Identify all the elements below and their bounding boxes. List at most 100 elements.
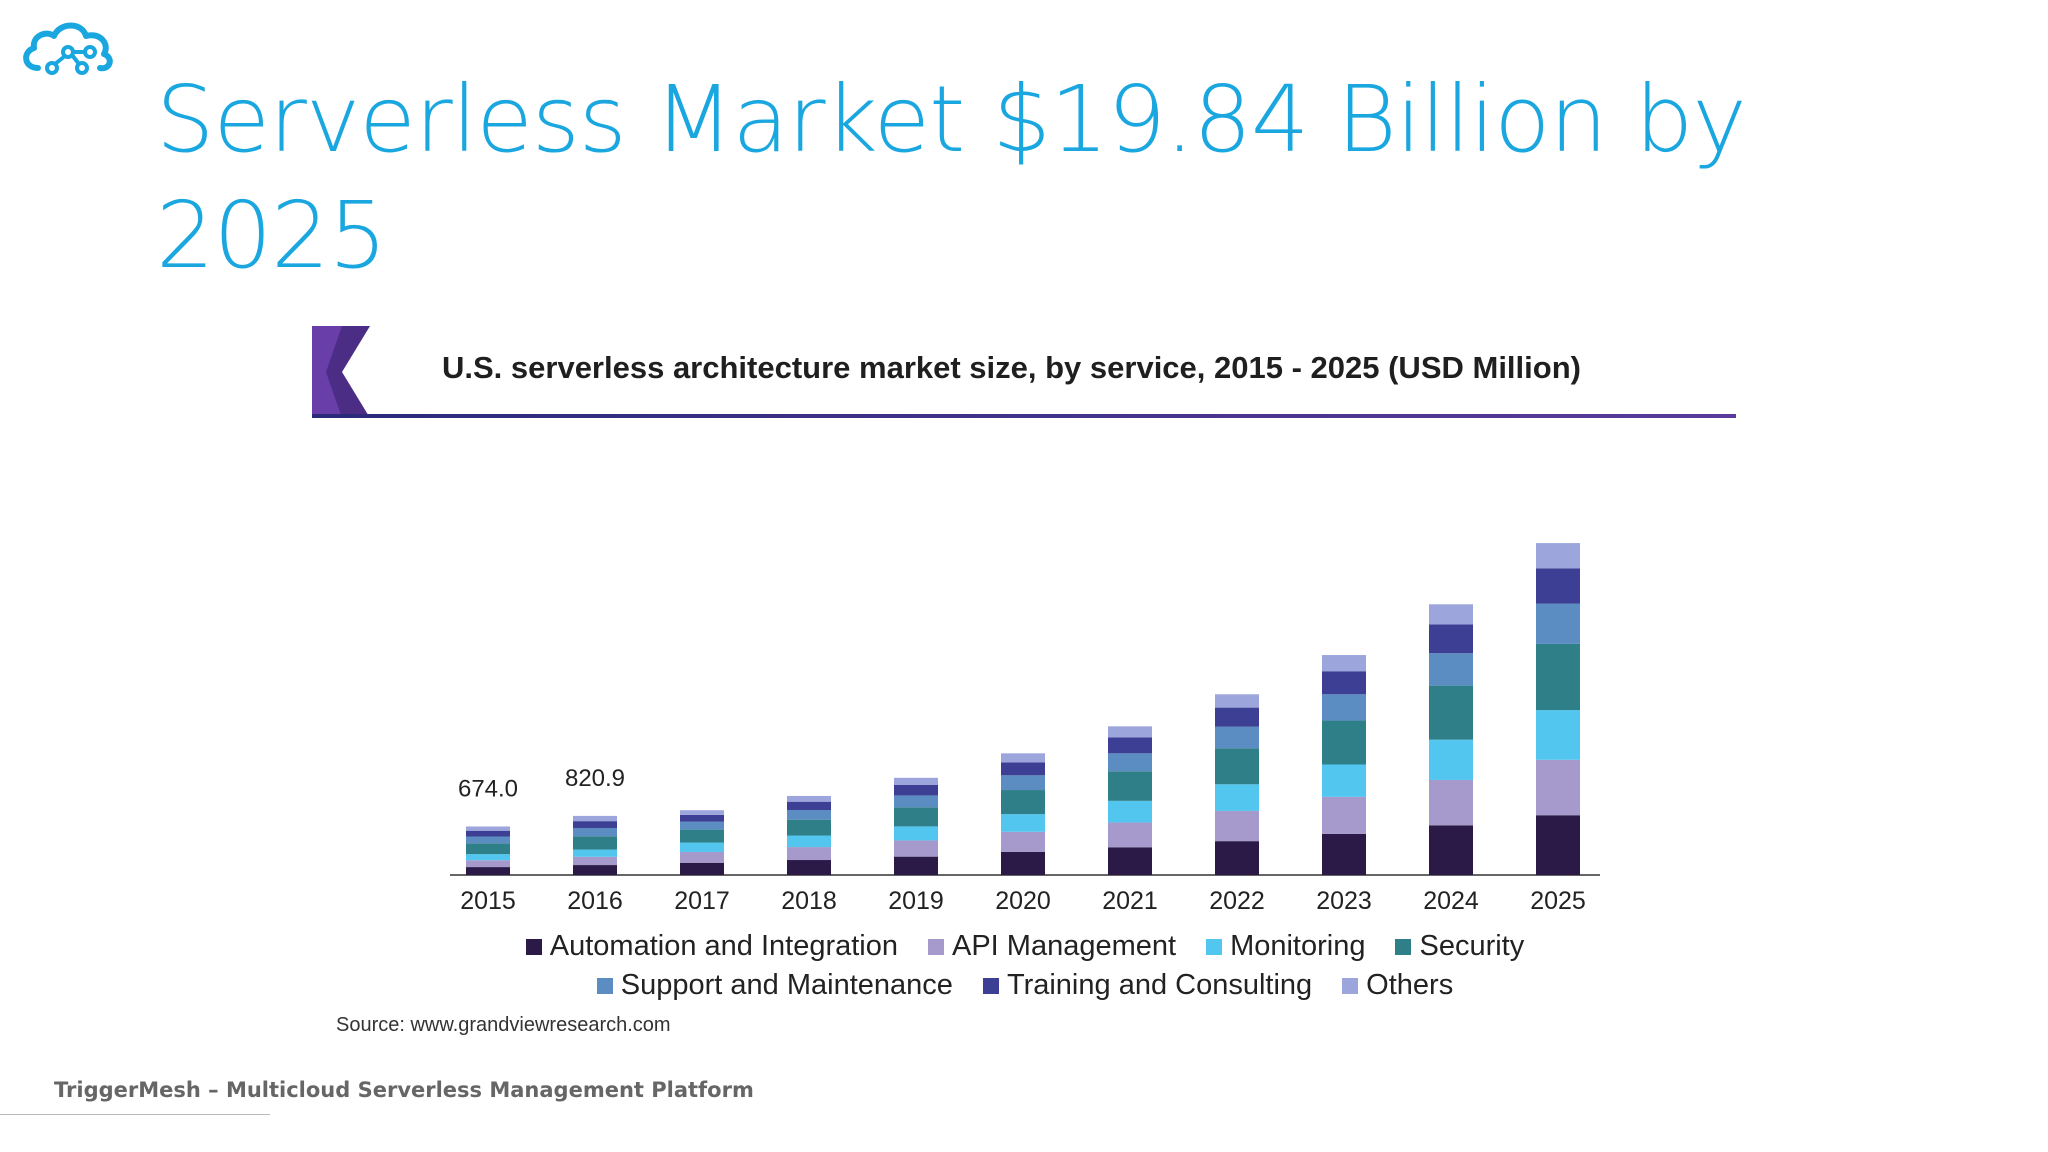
bar-segment (680, 814, 724, 822)
bar-segment (894, 807, 938, 827)
bar-segment (1429, 685, 1473, 740)
bar-segment (1429, 624, 1473, 654)
header-accent-shape (312, 326, 370, 418)
bar-segment (1429, 604, 1473, 625)
header-rule (312, 414, 1736, 418)
bar-segment (1108, 822, 1152, 848)
legend-swatch (596, 977, 613, 994)
legend-swatch (525, 938, 542, 955)
x-tick-label: 2020 (995, 887, 1051, 915)
bar-segment (1215, 694, 1259, 708)
bar-segment (573, 815, 617, 822)
bar-segment (466, 854, 510, 861)
bar-segment (680, 810, 724, 815)
bar-segment (466, 836, 510, 844)
legend-label: Training and Consulting (1006, 969, 1313, 1001)
bar-segment (1536, 543, 1580, 569)
bar-segment (1215, 810, 1259, 842)
bar-segment (1215, 748, 1259, 785)
bar-segment (680, 842, 724, 852)
bar-segment (466, 867, 510, 875)
chart-panel (130, 300, 1760, 1060)
x-tick-label: 2019 (888, 887, 944, 915)
bar-segment (573, 856, 617, 866)
bar-segment (787, 819, 831, 836)
chart-header: U.S. serverless architecture market size… (312, 326, 1736, 420)
legend-label: Security (1419, 930, 1525, 962)
legend-swatch (928, 938, 944, 955)
bar-segment (1108, 771, 1152, 801)
bar-segment (1001, 753, 1045, 763)
legend-item: Security (1395, 930, 1524, 963)
bar-segment (573, 836, 617, 850)
x-tick-label: 2023 (1316, 887, 1372, 915)
x-tick-label: 2024 (1423, 887, 1479, 915)
slide-title: Serverless Market $19.84 Billion by 2025 (156, 66, 1747, 289)
bar-segment (1108, 753, 1152, 772)
bar-segment (1001, 814, 1045, 832)
bar-segment (1108, 726, 1152, 738)
legend-label: API Management (952, 930, 1177, 962)
bar-segment (466, 830, 510, 837)
bar-segment (466, 826, 510, 831)
bar-segment (573, 865, 617, 875)
bar-segment (680, 862, 724, 875)
bar-segment (787, 795, 831, 802)
bar-segment (1001, 831, 1045, 852)
chart-title: U.S. serverless architecture market size… (442, 350, 1581, 385)
bar-segment (894, 777, 938, 785)
x-tick-label: 2022 (1209, 887, 1265, 915)
bar-segment (1322, 694, 1366, 721)
chart-legend: Automation and Integration API Management… (400, 930, 1650, 1008)
legend-label: Monitoring (1230, 930, 1366, 962)
x-tick-label: 2025 (1530, 887, 1586, 915)
bar-segment (680, 829, 724, 843)
bar-segment (573, 849, 617, 857)
bar-segment (787, 809, 831, 820)
bar-segment (787, 801, 831, 810)
bar-segment (787, 860, 831, 875)
bar-segment (894, 856, 938, 875)
bar-segment (1108, 737, 1152, 754)
cloud-network-icon (16, 16, 120, 80)
bar-segment (1215, 726, 1259, 749)
bar-segment (787, 835, 831, 848)
bar-segment (1001, 775, 1045, 791)
bar-segment (1536, 643, 1580, 711)
bar-segment (1001, 762, 1045, 776)
bar-segment (1215, 841, 1259, 875)
footer-divider (0, 1114, 270, 1115)
bar-segment (894, 826, 938, 841)
data-label: 820.9 (565, 765, 625, 792)
legend-item: Support and Maintenance (596, 969, 953, 1002)
bar-segment (1108, 847, 1152, 875)
bar-segment (1429, 825, 1473, 875)
bar-segment (1322, 655, 1366, 672)
legend-label: Support and Maintenance (620, 969, 953, 1001)
x-tick-label: 2021 (1102, 887, 1158, 915)
bar-segment (1429, 653, 1473, 686)
legend-item: Monitoring (1206, 930, 1365, 963)
bar-segment (1536, 759, 1580, 816)
legend-item: API Management (928, 930, 1176, 963)
bar-segment (894, 840, 938, 857)
data-label: 674.0 (458, 775, 518, 802)
legend-swatch (982, 977, 999, 994)
bar-segment (466, 860, 510, 868)
bar-segment (1322, 796, 1366, 834)
legend-row: Automation and Integration API Management… (400, 930, 1650, 963)
chart-source: Source: www.grandviewresearch.com (336, 1014, 671, 1036)
legend-label: Others (1366, 969, 1454, 1001)
bar-segment (894, 795, 938, 808)
bar-segment (787, 847, 831, 861)
bar-segment (1322, 671, 1366, 695)
legend-swatch (1342, 977, 1359, 994)
bar-segment (466, 843, 510, 855)
bar-segment (894, 785, 938, 796)
x-tick-label: 2016 (567, 887, 623, 915)
bar-segment (1536, 568, 1580, 604)
legend-swatch (1395, 938, 1412, 955)
x-tick-label: 2017 (674, 887, 730, 915)
x-tick-label: 2015 (460, 887, 516, 915)
